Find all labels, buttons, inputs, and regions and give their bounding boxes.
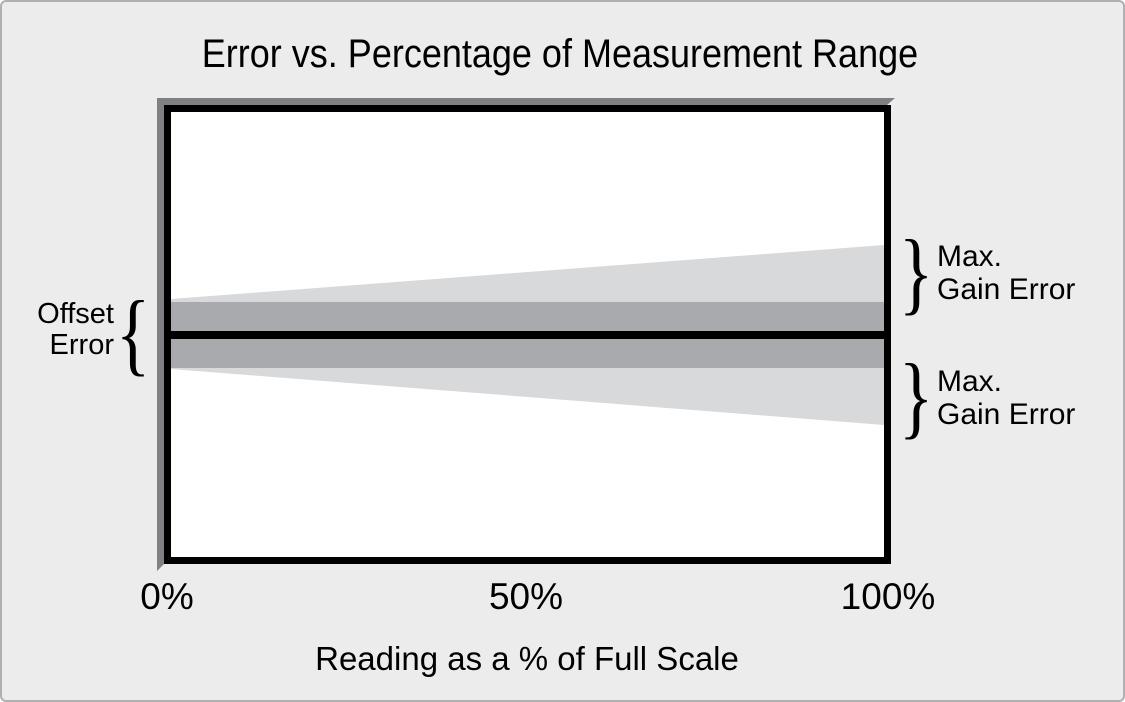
x-axis-label: Reading as a % of Full Scale [315, 640, 739, 677]
x-tick-100: 100% [840, 576, 936, 617]
offset-error-label-line2: Error [49, 329, 114, 361]
chart-title-text: Error vs. Percentage of Measurement Rang… [201, 32, 919, 76]
zero-error-center-line [171, 331, 884, 339]
offset-error-label: Offset Error [20, 299, 114, 361]
chart-title: Error vs. Percentage of Measurement Rang… [162, 32, 918, 77]
gain-error-lower-brace: } [898, 345, 934, 447]
gain-error-upper-label-line1: Max. [937, 240, 1003, 273]
x-tick-50: 50% [488, 576, 564, 617]
plot-area [171, 245, 884, 425]
x-tick-0: 0% [140, 576, 194, 617]
offset-error-brace: { [115, 282, 151, 384]
gain-error-lower-label-line1: Max. [937, 365, 1003, 398]
gain-error-upper-brace: } [898, 221, 934, 323]
gain-error-lower-label-line2: Gain Error [937, 398, 1076, 431]
gain-error-upper-label: Max. Gain Error [937, 240, 1075, 306]
gain-error-lower-label: Max. Gain Error [937, 365, 1075, 431]
gain-error-upper-label-line2: Gain Error [937, 273, 1076, 306]
offset-error-label-line1: Offset [37, 298, 114, 330]
